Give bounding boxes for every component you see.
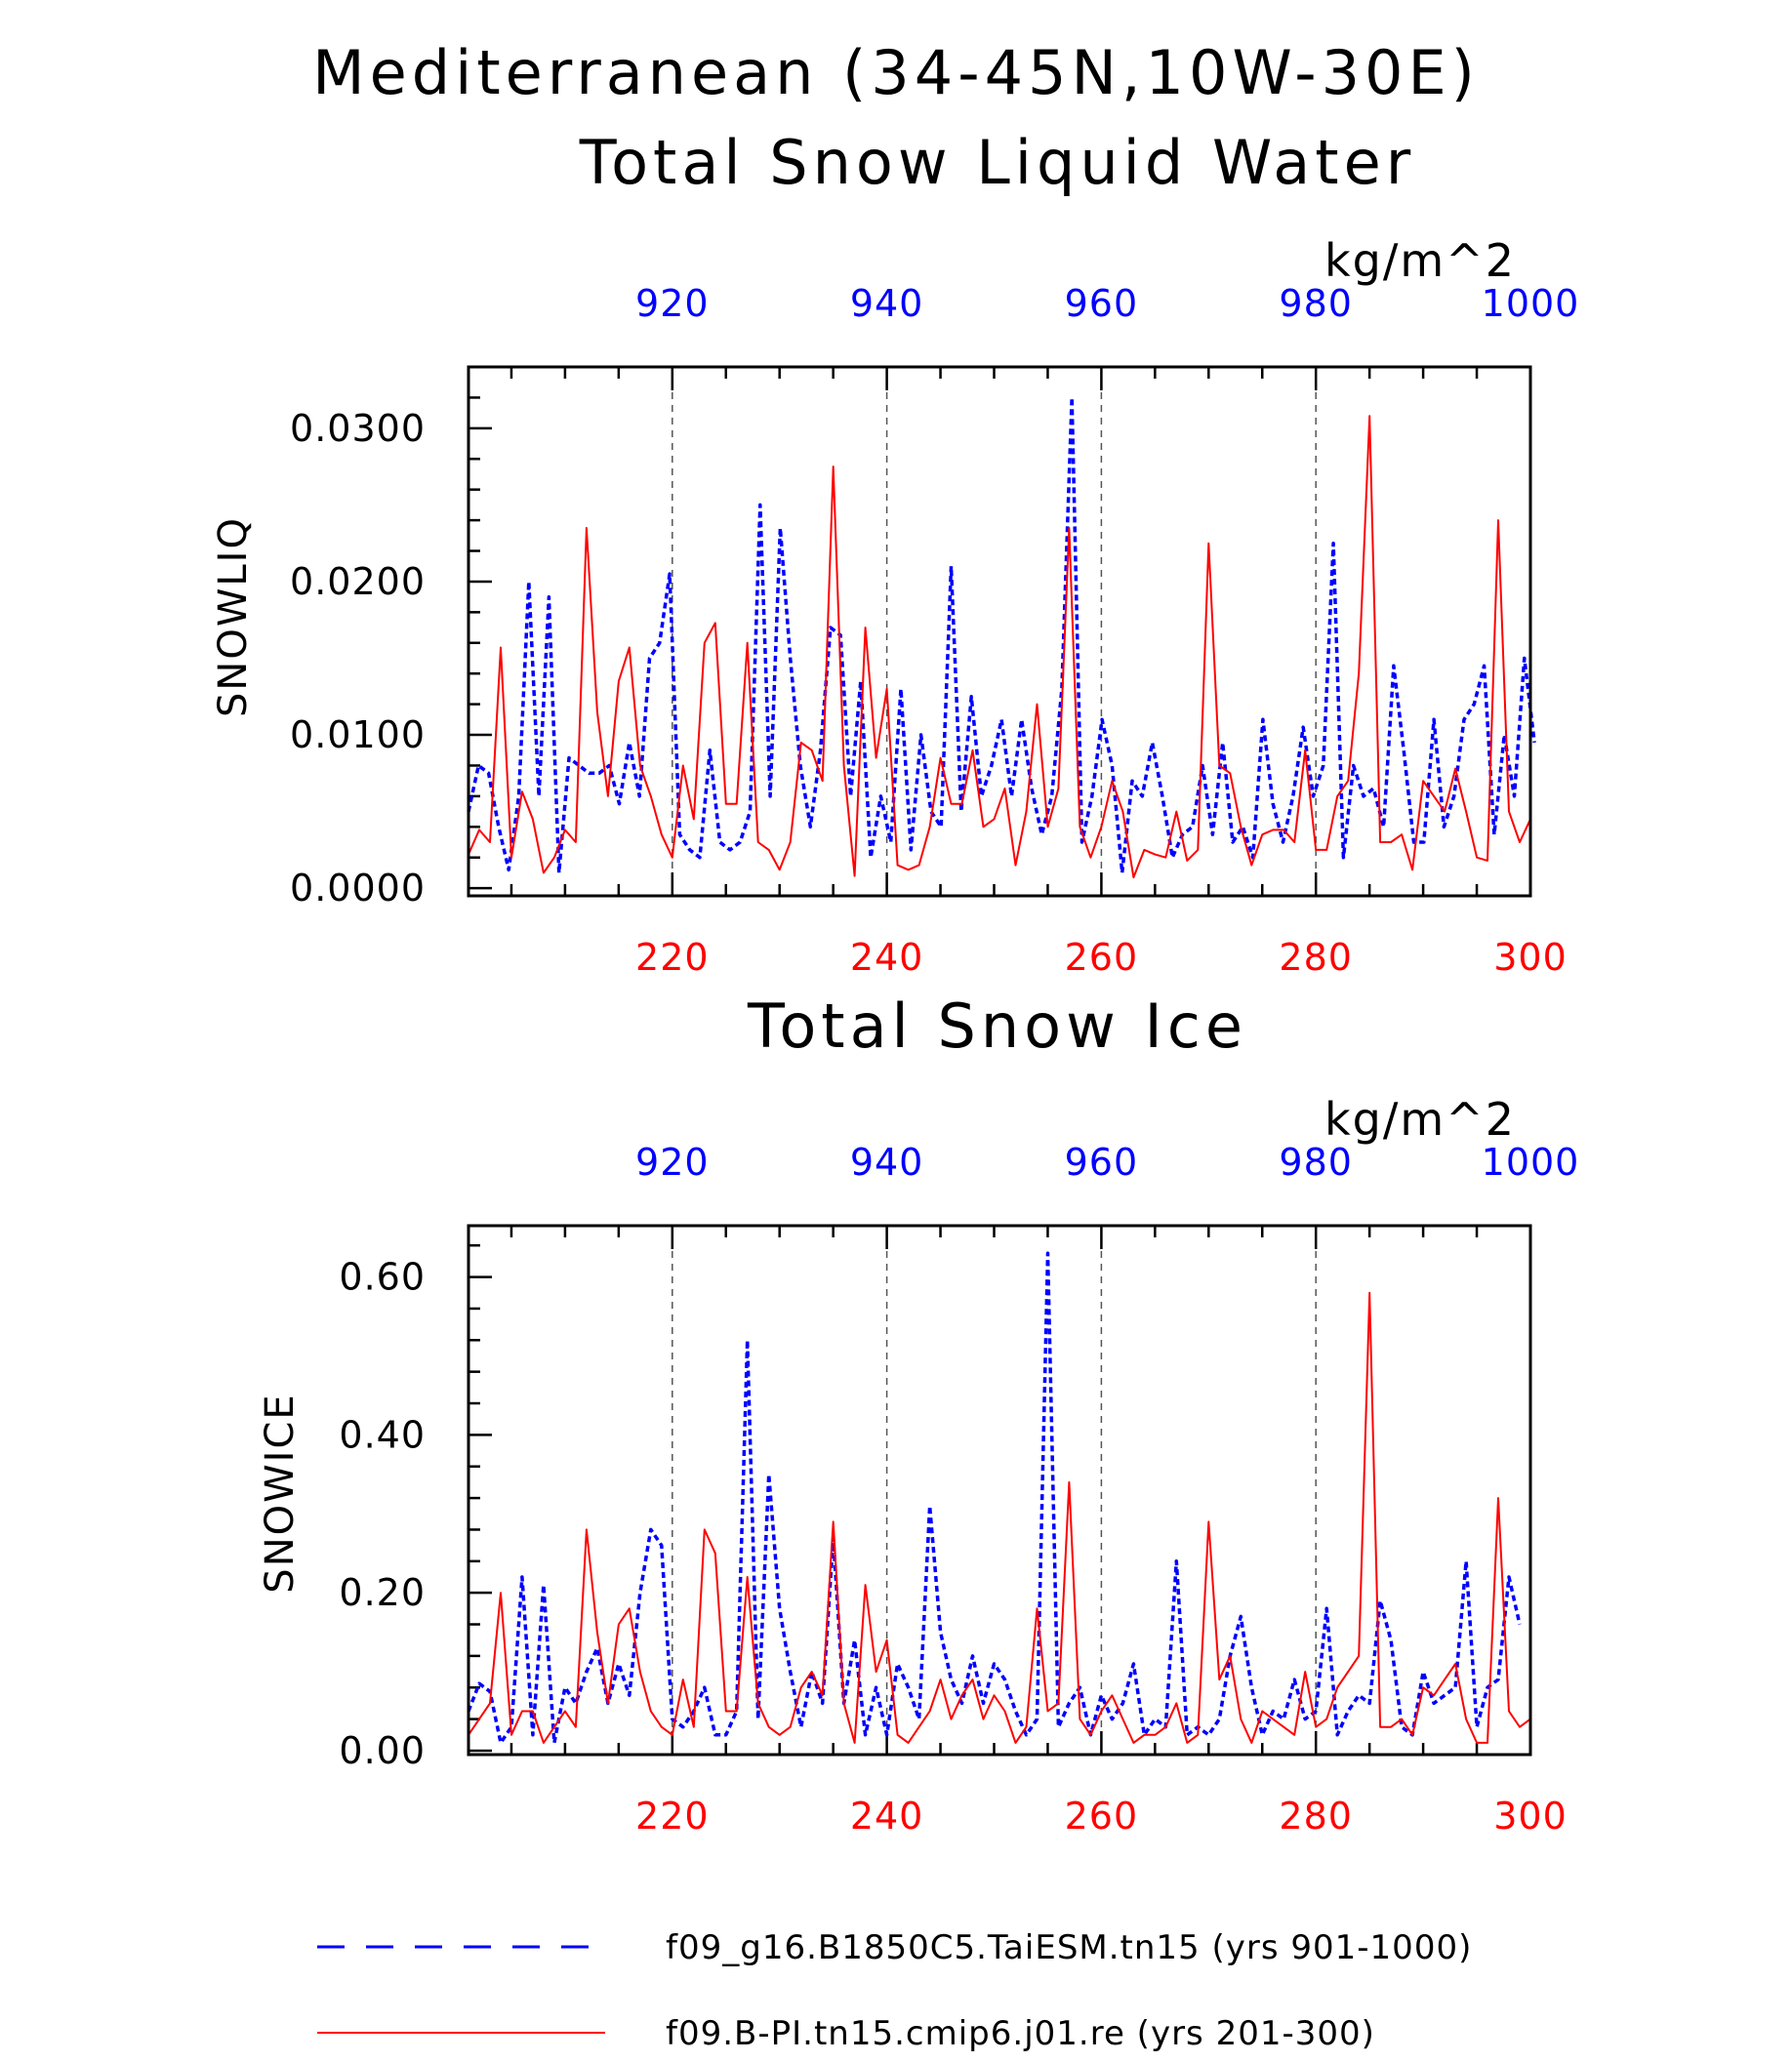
series-layer bbox=[467, 1251, 1531, 1745]
tick-labels: 0.00 0.20 0.40 0.60 220 240 260 280 300 920 940 960… bbox=[339, 1141, 1580, 1838]
axis-ticks bbox=[468, 365, 1532, 896]
x-top-tick-label: 920 bbox=[635, 282, 710, 325]
x-bottom-tick-label: 280 bbox=[1279, 1795, 1353, 1838]
x-bottom-tick-label: 220 bbox=[635, 936, 710, 979]
x-bottom-tick-label: 260 bbox=[1065, 1795, 1139, 1838]
series-line-taiesm bbox=[467, 1251, 1522, 1745]
y-axis-label: SNOWICE bbox=[258, 1393, 303, 1593]
tick-labels: 0.0000 0.0100 0.0200 0.0300 220 240 260 280 300 9… bbox=[290, 282, 1580, 979]
x-top-tick-label: 980 bbox=[1279, 1141, 1353, 1184]
y-tick-label: 0.0200 bbox=[290, 560, 426, 603]
x-top-tick-label: 1000 bbox=[1482, 1141, 1580, 1184]
y-tick-label: 0.0000 bbox=[290, 867, 426, 910]
x-bottom-tick-label: 280 bbox=[1279, 936, 1353, 979]
legend-label-taiesm: f09_g16.B1850C5.TaiESM.tn15 (yrs 901-100… bbox=[666, 1928, 1472, 1967]
x-top-tick-label: 920 bbox=[635, 1141, 710, 1184]
legend: f09_g16.B1850C5.TaiESM.tn15 (yrs 901-100… bbox=[317, 1928, 1472, 2053]
units-label: kg/m^2 bbox=[1324, 1093, 1516, 1146]
y-tick-label: 0.60 bbox=[339, 1256, 426, 1299]
units-label: kg/m^2 bbox=[1324, 234, 1516, 287]
x-bottom-tick-label: 300 bbox=[1493, 1795, 1568, 1838]
y-tick-label: 0.00 bbox=[339, 1729, 426, 1772]
axis-ticks bbox=[468, 1226, 1532, 1755]
panel-snowice: Total Snow Ice kg/m^2 SNOWICE 0.000.200.… bbox=[258, 991, 1580, 1838]
x-top-tick-label: 960 bbox=[1065, 282, 1139, 325]
panel-snowliq: Total Snow Liquid Water kg/m^2 SNOWLIQ 0… bbox=[211, 127, 1580, 979]
series-line-cmip6 bbox=[468, 415, 1531, 879]
x-bottom-tick-label: 240 bbox=[850, 936, 924, 979]
y-axis-label: SNOWLIQ bbox=[211, 516, 256, 717]
x-top-tick-label: 980 bbox=[1279, 282, 1353, 325]
legend-label-cmip6: f09.B-PI.tn15.cmip6.j01.re (yrs 201-300) bbox=[666, 2014, 1375, 2053]
panel-title: Total Snow Liquid Water bbox=[579, 127, 1416, 198]
series-line-taiesm bbox=[467, 395, 1536, 875]
y-tick-label: 0.0100 bbox=[290, 713, 426, 756]
x-top-tick-label: 940 bbox=[850, 282, 924, 325]
x-bottom-tick-label: 240 bbox=[850, 1795, 924, 1838]
y-tick-label: 0.0300 bbox=[290, 407, 426, 450]
figure-title: Mediterranean (34-45N,10W-30E) bbox=[312, 37, 1480, 108]
y-tick-label: 0.40 bbox=[339, 1413, 426, 1456]
x-top-tick-label: 1000 bbox=[1482, 282, 1580, 325]
series-line-cmip6 bbox=[468, 1291, 1531, 1744]
x-bottom-tick-label: 220 bbox=[635, 1795, 710, 1838]
x-top-tick-label: 940 bbox=[850, 1141, 924, 1184]
plot-frame bbox=[467, 1224, 1532, 1757]
x-bottom-tick-label: 260 bbox=[1065, 936, 1139, 979]
plot-frame bbox=[467, 365, 1532, 898]
series-layer bbox=[467, 395, 1536, 879]
x-bottom-tick-label: 300 bbox=[1493, 936, 1568, 979]
y-tick-label: 0.20 bbox=[339, 1571, 426, 1614]
x-top-tick-label: 960 bbox=[1065, 1141, 1139, 1184]
panel-title: Total Snow Ice bbox=[747, 991, 1247, 1062]
